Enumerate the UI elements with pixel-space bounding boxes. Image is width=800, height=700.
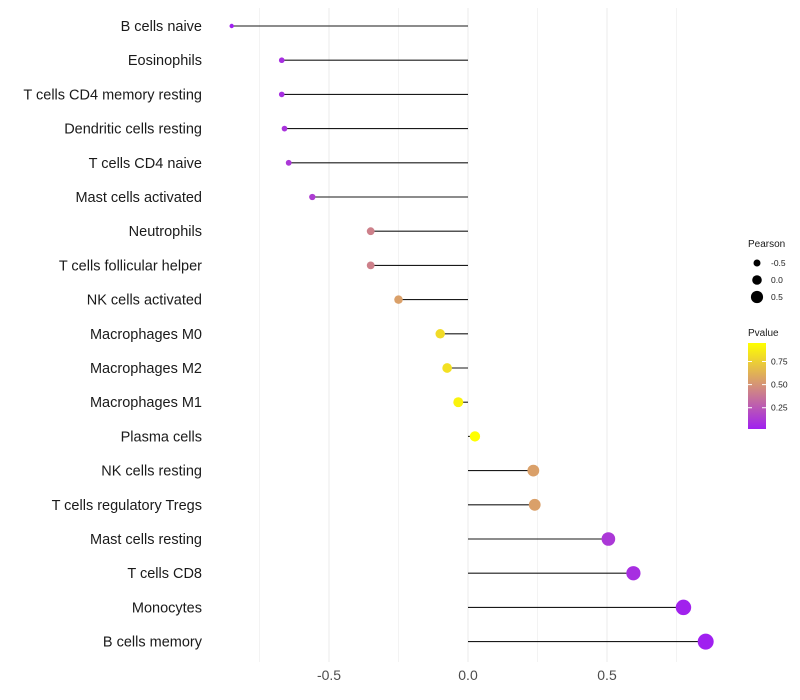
- category-labels: B cells naive Eosinophils T cells CD4 memo…: [23, 19, 202, 651]
- legend-size-dot-2: [750, 290, 764, 304]
- category-label-7: T cells follicular helper: [59, 258, 202, 274]
- category-label-1: Eosinophils: [128, 53, 202, 69]
- category-label-14: T cells regulatory Tregs: [52, 498, 202, 514]
- point-17: [675, 599, 692, 616]
- point-12: [469, 431, 481, 442]
- point-9: [435, 329, 445, 339]
- point-10: [442, 363, 452, 373]
- category-label-3: Dendritic cells resting: [64, 122, 202, 138]
- legend-pvalue: Pvalue 0.75 0.50 0.25: [748, 328, 788, 429]
- category-label-16: T cells CD8: [127, 566, 202, 582]
- category-label-10: Macrophages M2: [90, 361, 202, 377]
- point-4: [285, 159, 292, 166]
- category-label-8: NK cells activated: [87, 293, 202, 309]
- point-14: [528, 498, 541, 511]
- category-label-5: Mast cells activated: [75, 190, 202, 206]
- legend-pvalue-label-1: 0.50: [771, 380, 788, 390]
- point-2: [278, 91, 285, 98]
- point-15: [601, 532, 616, 546]
- category-label-2: T cells CD4 memory resting: [23, 87, 202, 103]
- legend-size-label-0: -0.5: [771, 258, 786, 268]
- point-5: [309, 193, 316, 201]
- legend-pvalue-colorbar: [748, 343, 766, 429]
- point-8: [394, 295, 403, 304]
- legend-size-dot-1: [752, 275, 762, 285]
- point-6: [366, 227, 375, 236]
- category-label-15: Mast cells resting: [90, 532, 202, 548]
- x-axis-ticks: -0.5 0.0 0.5: [317, 667, 617, 683]
- x-tick-label-0: -0.5: [317, 667, 341, 683]
- point-7: [366, 261, 375, 270]
- legend-size-dot-0: [753, 259, 761, 267]
- category-label-18: B cells memory: [103, 635, 203, 651]
- category-label-11: Macrophages M1: [90, 395, 202, 411]
- category-label-6: Neutrophils: [129, 224, 202, 240]
- sticks-layer: [231, 25, 706, 643]
- point-11: [453, 397, 464, 408]
- category-label-9: Macrophages M0: [90, 327, 202, 343]
- category-label-0: B cells naive: [121, 19, 202, 35]
- point-18: [697, 633, 714, 650]
- grid-layer: [259, 8, 677, 662]
- point-0: [229, 23, 234, 29]
- x-tick-label-2: 0.5: [597, 667, 617, 683]
- point-13: [527, 464, 540, 477]
- legend-size-label-1: 0.0: [771, 275, 783, 285]
- point-16: [626, 566, 641, 581]
- legend-pearson: Pearson -0.5 0.0 0.5: [748, 239, 786, 304]
- legend-pvalue-label-2: 0.25: [771, 403, 788, 413]
- category-label-12: Plasma cells: [121, 429, 202, 445]
- category-label-17: Monocytes: [132, 600, 202, 616]
- legend-pvalue-title: Pvalue: [748, 328, 779, 339]
- point-1: [278, 57, 285, 64]
- legend-pvalue-label-0: 0.75: [771, 356, 788, 366]
- category-label-4: T cells CD4 naive: [89, 156, 202, 172]
- points-layer: [229, 23, 714, 650]
- legend-pearson-title: Pearson: [748, 239, 785, 250]
- category-label-13: NK cells resting: [101, 464, 202, 480]
- point-3: [281, 125, 288, 132]
- legend-size-label-2: 0.5: [771, 292, 783, 302]
- x-tick-label-1: 0.0: [458, 667, 478, 683]
